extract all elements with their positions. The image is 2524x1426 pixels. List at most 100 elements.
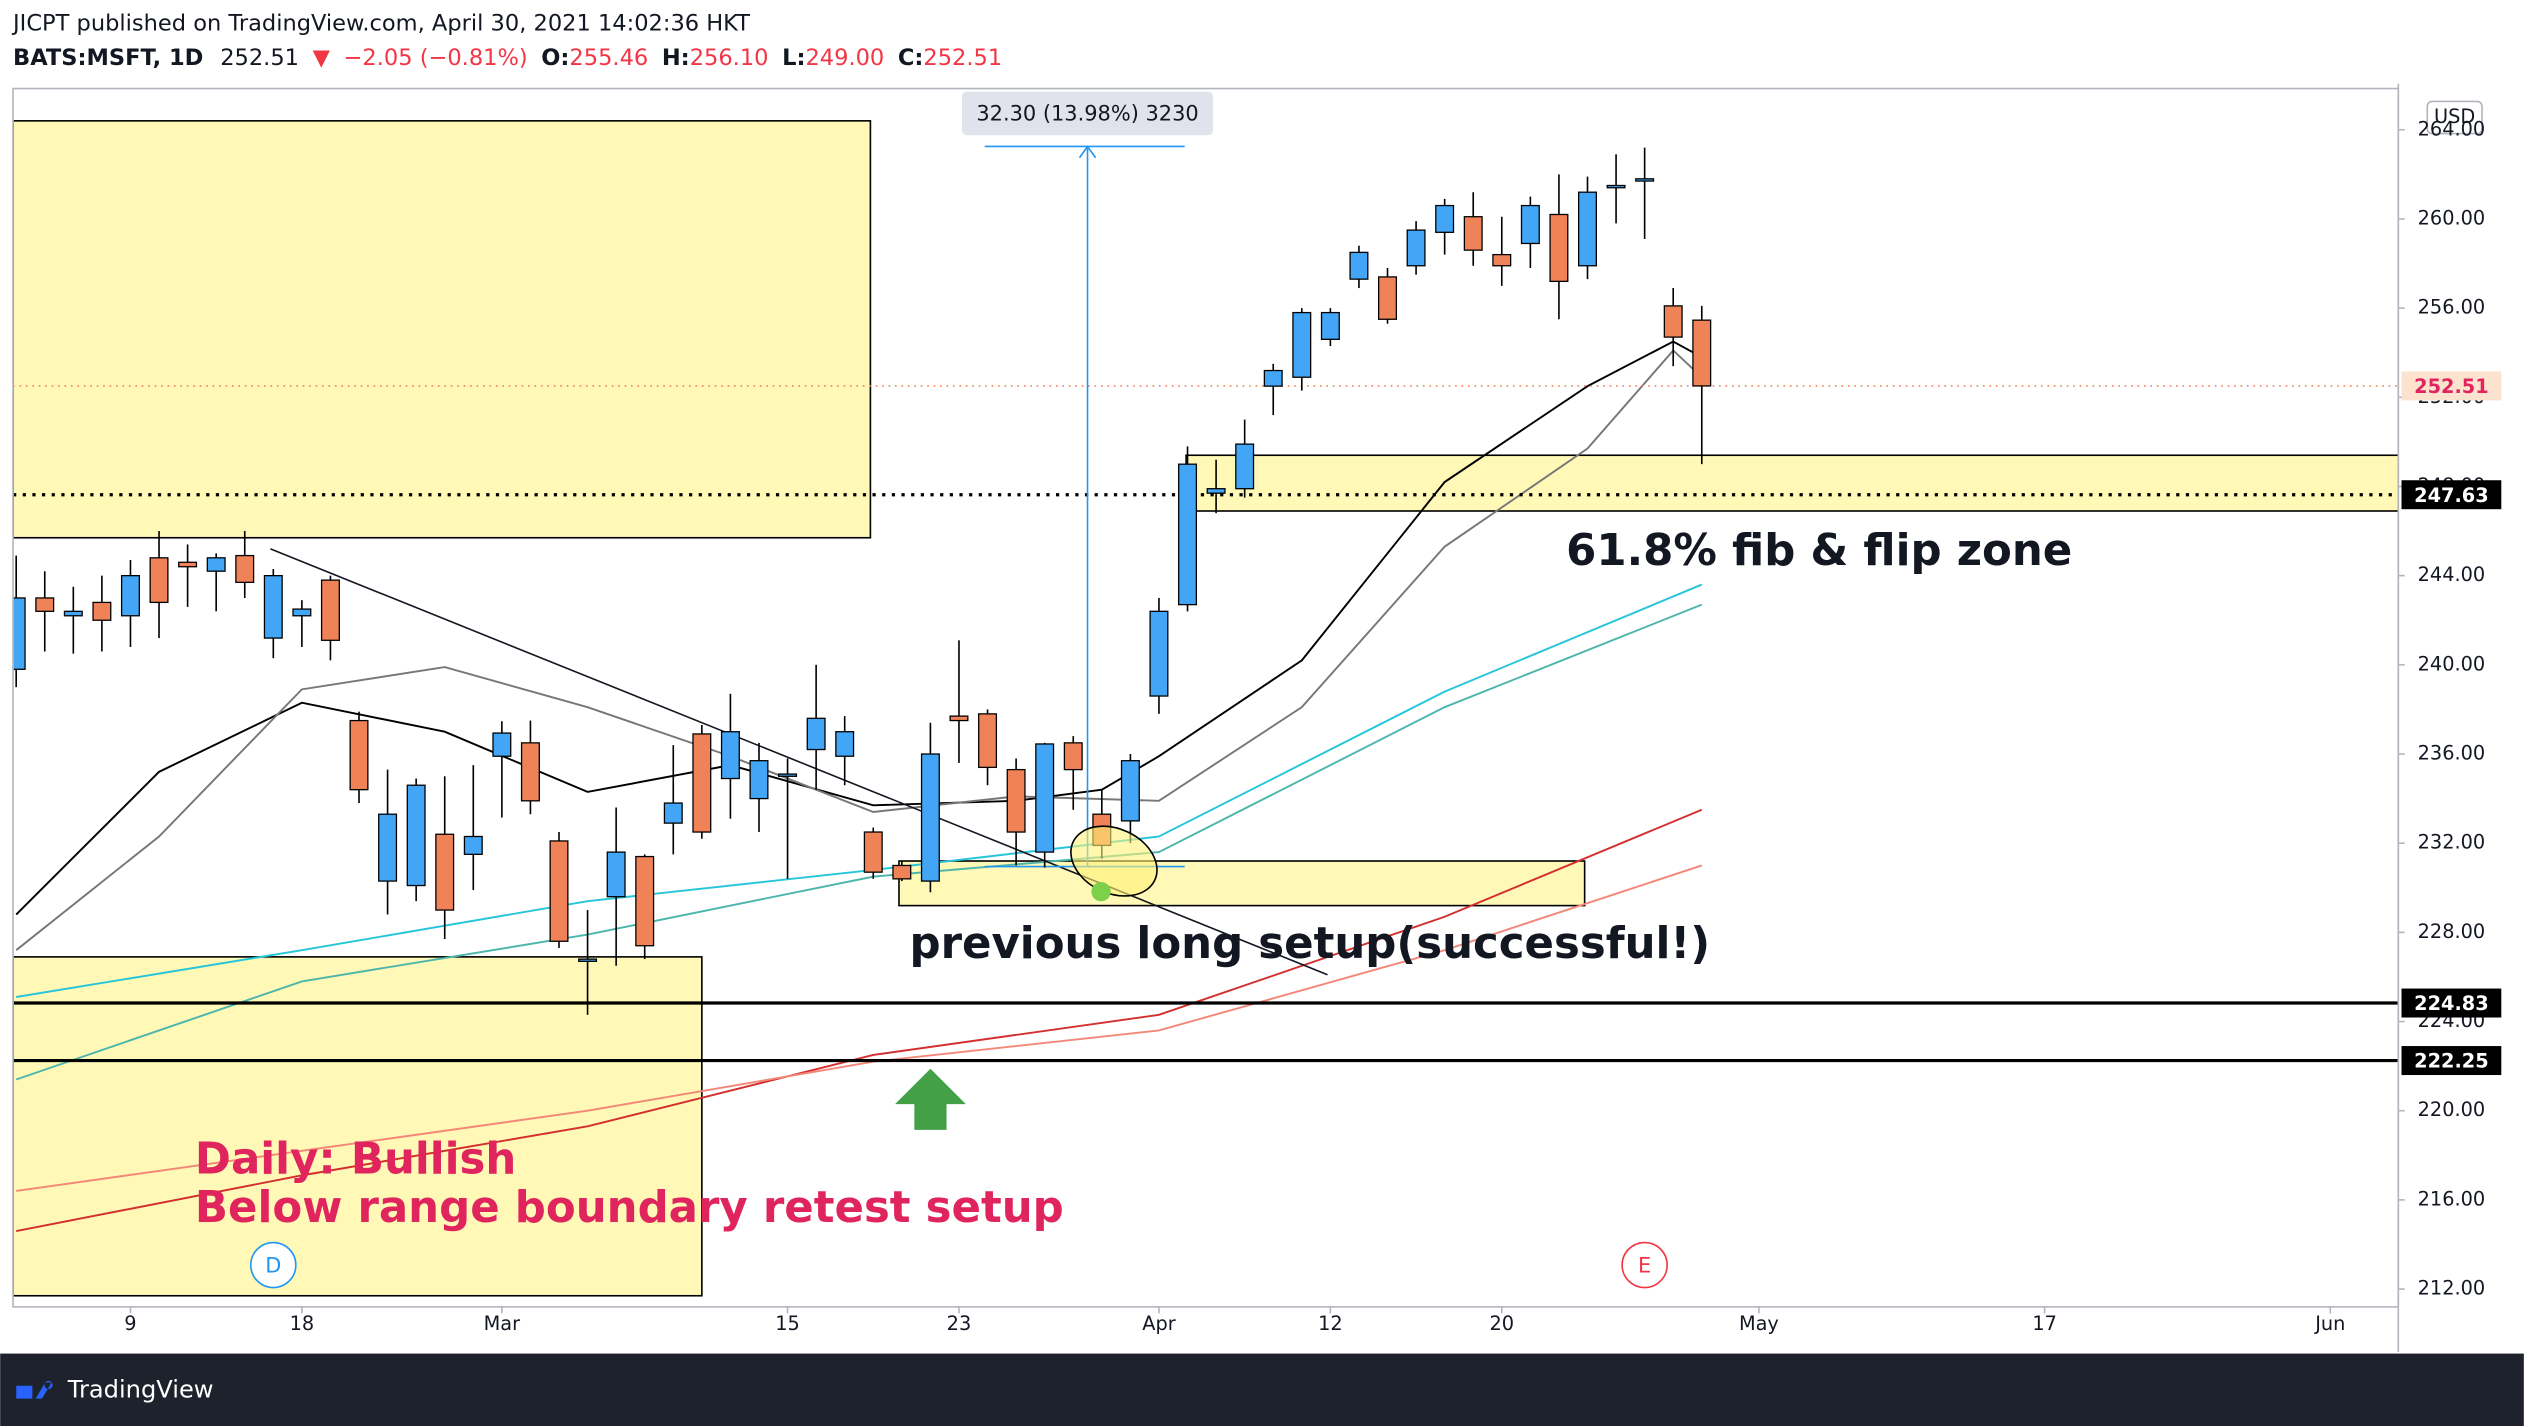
y-tick-label: 256.00 [2418, 296, 2486, 319]
candle-body [863, 831, 883, 873]
x-tick-label: 17 [2032, 1312, 2057, 1335]
candle-body [349, 719, 369, 791]
annotation: previous long setup(successful!) [910, 919, 1711, 969]
y-tick-label: 216.00 [2418, 1187, 2486, 1210]
footer [0, 1353, 2524, 1426]
candle-body [263, 575, 283, 639]
ohlc-value: 252.51 [923, 44, 1002, 70]
arrow: ▼ [313, 44, 331, 70]
y-tick-label: 236.00 [2418, 742, 2486, 765]
x-tick-label: Jun [2314, 1312, 2345, 1335]
y-tick-label: 232.00 [2418, 831, 2486, 854]
y-tick-label: 244.00 [2418, 563, 2486, 586]
currency: USD [2434, 105, 2475, 128]
y-tick-label: 220.00 [2418, 1098, 2486, 1121]
candle-body [292, 608, 312, 617]
candle-body [1549, 213, 1569, 283]
ohlc-value: 256.10 [690, 44, 769, 70]
candle-body [978, 713, 998, 769]
ohlc-value: 255.46 [569, 44, 648, 70]
candle-body [1120, 760, 1140, 822]
candle-body [1035, 743, 1055, 853]
candle-body [1292, 311, 1312, 378]
symbol: BATS:MSFT, 1D [13, 44, 203, 70]
annotation: Below range boundary retest setup [195, 1183, 1064, 1233]
logo [16, 1380, 53, 1399]
x-tick-label: Apr [1142, 1312, 1175, 1335]
candle-body [435, 833, 455, 911]
event-marker [249, 1241, 297, 1289]
x-tick-label: Mar [484, 1312, 520, 1335]
moving-average [15, 349, 1703, 951]
candle-body [1435, 204, 1455, 233]
author-line: JICPT published on TradingView.com, Apri… [11, 11, 750, 37]
annotation: 61.8% fib & flip zone [1566, 526, 2072, 576]
candle-body [1663, 305, 1683, 338]
measure-arrow [1078, 145, 1097, 159]
x-tick-label: 23 [947, 1312, 972, 1335]
ohlc-label: O: [541, 44, 569, 70]
y-tick-label: 212.00 [2418, 1277, 2486, 1300]
candle-body [1235, 443, 1255, 490]
candle-body [635, 855, 655, 947]
price-label: 252.51 [2414, 375, 2488, 398]
event-marker [1621, 1241, 1668, 1289]
price-label-box [2401, 480, 2502, 510]
currency-box [2426, 100, 2483, 135]
y-tick-label: 264.00 [2418, 117, 2486, 140]
candle-body [492, 732, 512, 757]
zone [898, 860, 1586, 907]
price-label: 247.63 [2414, 484, 2488, 507]
candle-body [920, 753, 940, 882]
candle-body [1606, 184, 1626, 189]
x-tick-label: 9 [124, 1312, 136, 1335]
candle-body [1006, 768, 1026, 833]
footer-text: TradingView [67, 1376, 214, 1404]
overlay: 32.30 (13.98%) 3230 61.8% fib & flip zone… [195, 91, 2072, 1289]
x-tick-label: 20 [1490, 1312, 1515, 1335]
up-arrow [895, 1068, 966, 1130]
candle-body [749, 760, 769, 800]
measure-label-box [961, 91, 1214, 136]
candle-body [778, 773, 798, 777]
zone [13, 120, 872, 539]
price-label-box [2401, 988, 2502, 1018]
candle-body [1206, 488, 1226, 494]
candle-body [63, 610, 83, 617]
candle-body [692, 733, 712, 833]
candle-body [235, 554, 255, 583]
candle-body [1520, 204, 1540, 245]
candle-body [1063, 742, 1083, 771]
candle-body [1263, 369, 1283, 387]
price-label: 224.83 [2414, 992, 2488, 1015]
candle-body [1577, 191, 1597, 267]
candle-body [92, 601, 112, 621]
ohlc-value: 249.00 [805, 44, 884, 70]
trendline [270, 548, 1328, 976]
x-tick-label: May [1739, 1312, 1779, 1335]
candle-body [378, 813, 398, 882]
candle-body [13, 597, 26, 670]
last: 252.51 [220, 44, 299, 70]
candle-body [1349, 251, 1369, 280]
candle-body [320, 579, 340, 641]
candle-body [1463, 216, 1483, 251]
candle-body [1406, 229, 1426, 267]
candle-body [120, 575, 140, 617]
candle-body [549, 840, 569, 942]
ohlc-label: C: [898, 44, 924, 70]
y-tick-label: 228.00 [2418, 920, 2486, 943]
measure-label: 32.30 (13.98%) 3230 [976, 101, 1198, 125]
event-label: D [265, 1254, 281, 1278]
candle-body [178, 561, 198, 568]
candle-body [463, 835, 483, 855]
candle-body [1320, 311, 1340, 340]
plot-area [13, 120, 2399, 1297]
zone [1185, 454, 2399, 512]
moving-average [16, 808, 1703, 1233]
symbol-line: BATS:MSFT, 1D 252.51 ▼ −2.05 (−0.81%) O:… [13, 44, 1002, 70]
candle-body [1492, 253, 1512, 267]
candle-body [206, 557, 226, 572]
